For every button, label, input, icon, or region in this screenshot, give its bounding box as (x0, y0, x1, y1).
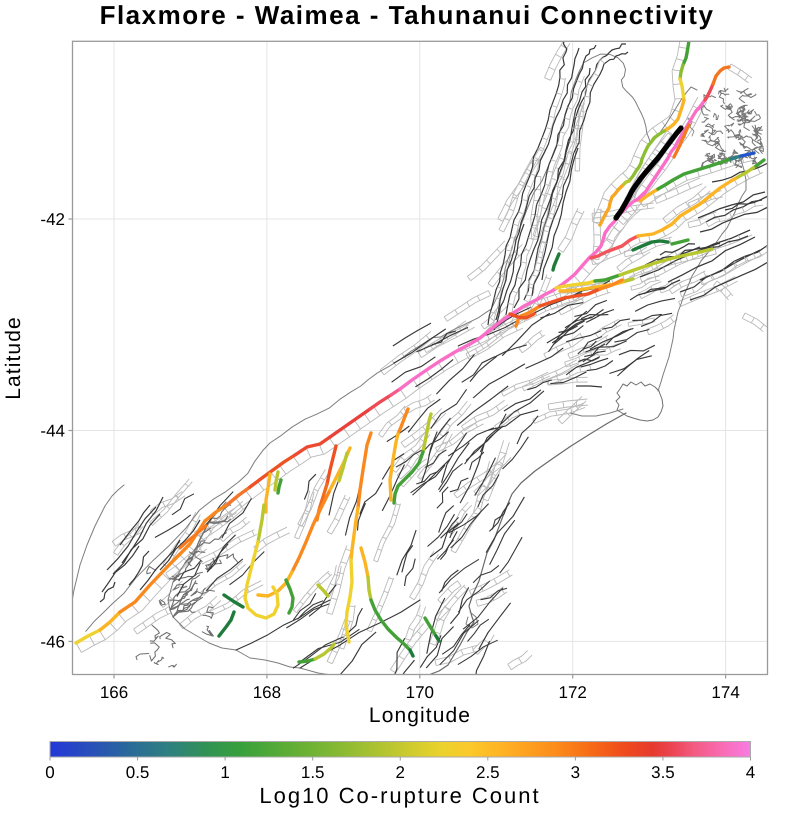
svg-text:Flaxmore - Waimea - Tahunanui: Flaxmore - Waimea - Tahunanui Connectivi… (100, 0, 715, 30)
svg-text:-44: -44 (40, 422, 65, 441)
svg-text:172: 172 (559, 683, 587, 702)
svg-text:0.5: 0.5 (126, 763, 150, 782)
svg-text:168: 168 (253, 683, 281, 702)
svg-text:170: 170 (406, 683, 434, 702)
svg-text:3.5: 3.5 (651, 763, 675, 782)
svg-text:2.5: 2.5 (476, 763, 500, 782)
svg-text:0: 0 (45, 763, 54, 782)
svg-text:174: 174 (711, 683, 739, 702)
svg-text:3: 3 (571, 763, 580, 782)
svg-text:Longitude: Longitude (369, 704, 471, 727)
svg-text:-46: -46 (40, 632, 65, 651)
svg-text:1.5: 1.5 (301, 763, 325, 782)
svg-text:2: 2 (396, 763, 405, 782)
svg-text:166: 166 (100, 683, 128, 702)
svg-text:Log10 Co-rupture Count: Log10 Co-rupture Count (259, 783, 540, 808)
svg-text:-42: -42 (40, 210, 65, 229)
svg-text:1: 1 (220, 763, 229, 782)
svg-text:Latitude: Latitude (2, 316, 25, 400)
svg-text:4: 4 (746, 763, 755, 782)
